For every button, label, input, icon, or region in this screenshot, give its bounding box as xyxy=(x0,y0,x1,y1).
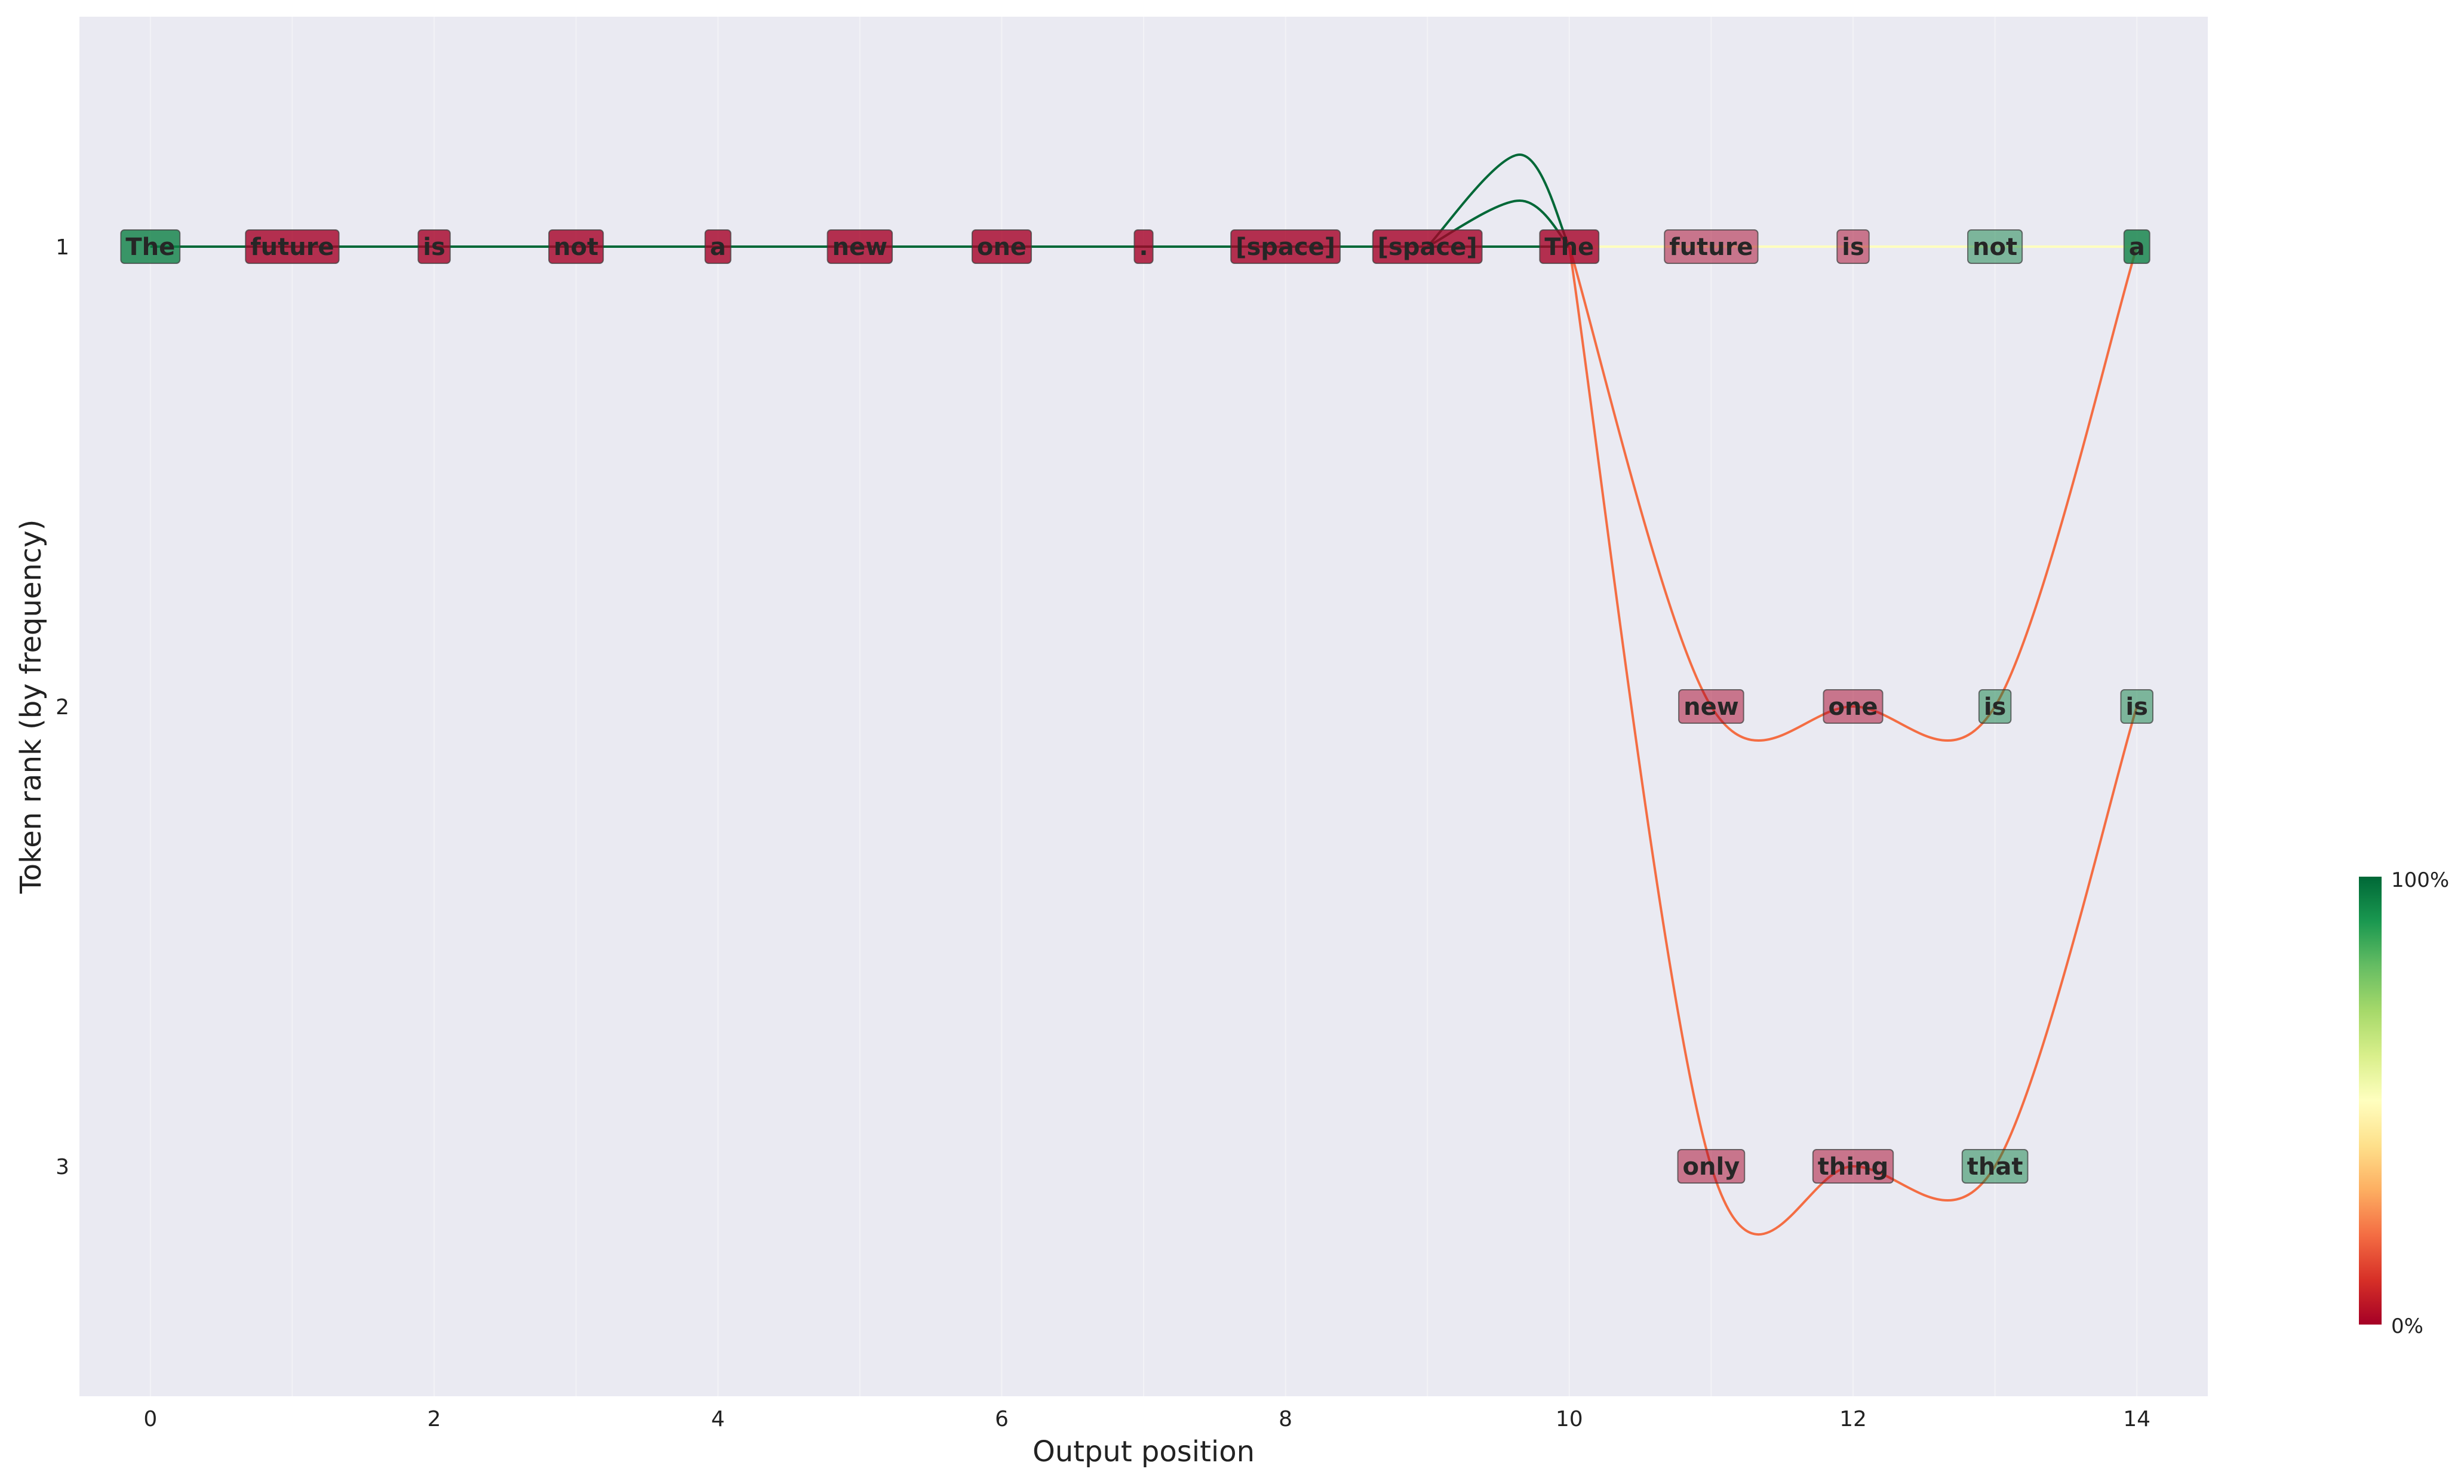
token-label: one xyxy=(977,233,1027,261)
token-label: not xyxy=(554,233,598,261)
token-box-bg xyxy=(827,229,893,264)
token-box-bg xyxy=(1539,229,1600,264)
token-box: The xyxy=(1539,229,1600,264)
colorbar-min-label: 0% xyxy=(2391,1314,2423,1338)
colorbar-max-label: 100% xyxy=(2391,868,2449,892)
token-box-bg xyxy=(1967,229,2023,264)
token-box: a xyxy=(2123,229,2150,264)
x-tick-label: 2 xyxy=(428,1407,441,1431)
x-axis-ticks: 0 2 4 6 8 10 12 14 xyxy=(143,1407,2150,1431)
y-tick-label: 2 xyxy=(56,695,69,720)
x-tick-label: 14 xyxy=(2123,1407,2150,1431)
token-label: new xyxy=(1683,693,1739,721)
token-label: only xyxy=(1683,1153,1740,1181)
token-box-bg xyxy=(2120,689,2153,724)
token-box-bg xyxy=(1678,689,1744,724)
token-label: thing xyxy=(1818,1153,1888,1181)
token-box-bg xyxy=(704,229,732,264)
token-box-bg xyxy=(548,229,604,264)
token-box-bg xyxy=(2123,229,2150,264)
x-axis-title: Output position xyxy=(1033,1435,1255,1468)
x-tick-label: 4 xyxy=(711,1407,725,1431)
token-label: one xyxy=(1828,693,1878,721)
token-boxes: The future is not a new one. [space] [space] The f… xyxy=(120,229,2153,1184)
token-label: that xyxy=(1967,1153,2023,1181)
token-box-bg xyxy=(1978,689,2012,724)
token-box-bg xyxy=(1812,1149,1894,1184)
token-path xyxy=(1568,246,2139,1236)
y-axis-ticks: 1 2 3 xyxy=(56,235,69,1179)
token-box-bg xyxy=(120,229,181,264)
token-label: is xyxy=(2125,693,2148,721)
token-box: [space] xyxy=(1372,229,1483,264)
token-label: The xyxy=(1544,233,1594,261)
token-box: one xyxy=(971,229,1032,264)
token-box: . xyxy=(1133,229,1154,264)
token-label: a xyxy=(2129,233,2145,261)
token-label: not xyxy=(1973,233,2017,261)
x-tick-label: 10 xyxy=(1556,1407,1583,1431)
token-box: only xyxy=(1677,1149,1746,1184)
token-box-bg xyxy=(1836,229,1870,264)
token-box: is xyxy=(1836,229,1870,264)
token-box-bg xyxy=(1133,229,1154,264)
y-axis-title: Token rank (by frequency) xyxy=(14,520,48,895)
token-label: future xyxy=(1669,233,1753,261)
token-label: The xyxy=(125,233,175,261)
token-box-bg xyxy=(1664,229,1759,264)
y-tick-label: 3 xyxy=(56,1155,69,1179)
token-box: not xyxy=(548,229,604,264)
token-box: new xyxy=(827,229,893,264)
token-box: thing xyxy=(1812,1149,1894,1184)
token-box: new xyxy=(1678,689,1744,724)
x-tick-label: 8 xyxy=(1279,1407,1292,1431)
token-path xyxy=(1426,153,1571,248)
token-label: [space] xyxy=(1378,233,1477,261)
token-box: future xyxy=(1664,229,1759,264)
token-label: [space] xyxy=(1236,233,1335,261)
token-box: that xyxy=(1961,1149,2029,1184)
token-label: is xyxy=(423,233,446,261)
token-box: is xyxy=(417,229,451,264)
x-tick-label: 6 xyxy=(995,1407,1009,1431)
token-box: is xyxy=(2120,689,2153,724)
token-box: [space] xyxy=(1230,229,1341,264)
token-label: new xyxy=(832,233,888,261)
x-tick-label: 12 xyxy=(1839,1407,1867,1431)
x-tick-label: 0 xyxy=(143,1407,157,1431)
token-label: a xyxy=(710,233,726,261)
token-box-bg xyxy=(1961,1149,2029,1184)
token-label: . xyxy=(1139,233,1148,261)
token-box-bg xyxy=(1823,689,1884,724)
token-box-bg xyxy=(1372,229,1483,264)
token-box: not xyxy=(1967,229,2023,264)
token-box-bg xyxy=(971,229,1032,264)
colorbar: 100% 0% xyxy=(2359,868,2449,1338)
token-box: future xyxy=(245,229,340,264)
token-label: is xyxy=(1984,693,2007,721)
token-box-bg xyxy=(245,229,340,264)
token-box: The xyxy=(120,229,181,264)
token-box: a xyxy=(704,229,732,264)
colorbar-gradient xyxy=(2359,877,2382,1325)
token-box: is xyxy=(1978,689,2012,724)
token-label: future xyxy=(250,233,334,261)
token-box-bg xyxy=(1677,1149,1746,1184)
token-box-bg xyxy=(1230,229,1341,264)
token-box-bg xyxy=(417,229,451,264)
y-tick-label: 1 xyxy=(56,235,69,260)
token-box: one xyxy=(1823,689,1884,724)
token-label: is xyxy=(1842,233,1864,261)
